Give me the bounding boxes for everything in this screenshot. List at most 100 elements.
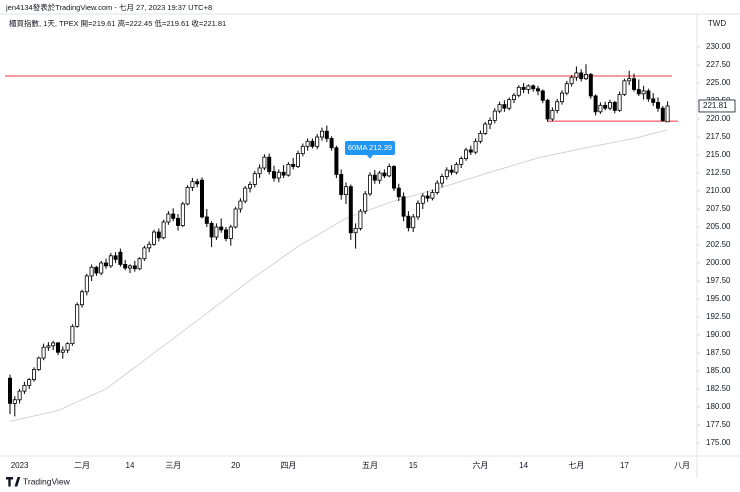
body xyxy=(75,304,80,327)
body xyxy=(199,179,204,218)
body xyxy=(171,213,176,219)
body xyxy=(65,343,70,351)
moving-average xyxy=(9,129,668,422)
body xyxy=(113,255,118,260)
body xyxy=(430,192,435,199)
body xyxy=(262,156,267,169)
body xyxy=(185,186,190,205)
y-tick-label: 185.00 xyxy=(706,366,731,375)
body xyxy=(632,78,637,90)
x-tick-label: 七月 xyxy=(568,461,584,470)
body xyxy=(56,342,61,353)
body xyxy=(305,140,310,147)
body xyxy=(425,195,430,199)
body xyxy=(132,265,137,270)
body xyxy=(584,73,589,80)
body xyxy=(276,171,281,179)
body xyxy=(94,266,99,274)
body xyxy=(593,95,598,113)
body xyxy=(396,187,401,198)
body xyxy=(319,130,324,138)
y-tick-label: 200.00 xyxy=(706,258,731,267)
body xyxy=(104,262,109,267)
body xyxy=(579,72,584,80)
body xyxy=(483,123,488,134)
body xyxy=(324,130,329,139)
x-tick-label: 四月 xyxy=(280,461,296,470)
body xyxy=(608,102,613,109)
body xyxy=(267,156,272,172)
body xyxy=(156,231,161,239)
body xyxy=(420,195,425,204)
body xyxy=(406,215,411,229)
body xyxy=(651,98,656,103)
body xyxy=(660,107,665,121)
body xyxy=(454,163,459,173)
y-tick-label: 230.00 xyxy=(706,42,731,51)
body xyxy=(459,158,464,165)
body xyxy=(46,345,51,348)
body xyxy=(315,136,320,147)
x-tick-label: 五月 xyxy=(362,461,378,470)
body xyxy=(574,72,579,78)
body xyxy=(22,384,27,392)
body xyxy=(291,163,296,167)
body xyxy=(142,247,147,260)
y-tick-label: 210.00 xyxy=(706,186,731,195)
annotation: 60MA 212.39 xyxy=(348,143,392,152)
body xyxy=(401,196,406,217)
body xyxy=(238,200,243,210)
body xyxy=(463,149,468,159)
body xyxy=(560,92,565,103)
body xyxy=(334,147,339,175)
x-tick-label: 15 xyxy=(409,461,418,470)
y-tick-label: 182.50 xyxy=(706,384,731,393)
x-tick-label: 2023 xyxy=(11,461,29,470)
body xyxy=(636,89,641,95)
y-tick-label: 215.00 xyxy=(706,150,731,159)
body xyxy=(204,216,209,224)
body xyxy=(329,138,334,149)
body xyxy=(247,184,252,189)
body xyxy=(108,255,113,267)
body xyxy=(415,202,420,218)
body xyxy=(7,377,12,404)
body xyxy=(526,85,531,90)
body xyxy=(343,186,348,195)
body xyxy=(367,174,372,195)
body xyxy=(286,163,291,176)
body xyxy=(531,85,536,90)
y-tick-label: 192.50 xyxy=(706,312,731,321)
body xyxy=(271,171,276,179)
plot-area xyxy=(5,64,678,422)
y-tick-label: 180.00 xyxy=(706,402,731,411)
body xyxy=(550,109,555,120)
body xyxy=(377,172,382,181)
body xyxy=(219,226,224,231)
author-line: jen4134發表於TradingView.com - 七月 27, 2023 … xyxy=(5,2,212,12)
y-tick-label: 227.50 xyxy=(706,60,731,69)
body xyxy=(603,104,608,109)
body xyxy=(295,153,300,167)
body xyxy=(473,140,478,153)
body xyxy=(492,110,497,121)
body xyxy=(300,145,305,154)
body xyxy=(137,258,142,270)
body xyxy=(656,102,661,109)
body xyxy=(411,216,416,229)
body xyxy=(588,73,593,97)
y-tick-label: 202.50 xyxy=(706,240,731,249)
body xyxy=(449,169,454,173)
body xyxy=(439,176,444,184)
body xyxy=(36,357,41,370)
logo: TradingView xyxy=(5,476,71,487)
body xyxy=(89,266,94,277)
body xyxy=(12,399,17,404)
body xyxy=(281,171,286,176)
y-tick-label: 190.00 xyxy=(706,330,731,339)
y-tick-label: 205.00 xyxy=(706,222,731,231)
body xyxy=(622,80,627,95)
body xyxy=(435,182,440,193)
